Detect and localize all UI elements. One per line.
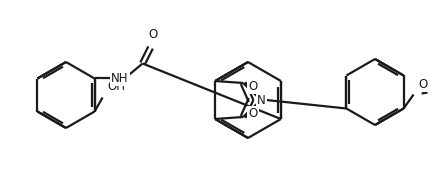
Text: O: O [419, 77, 428, 90]
Text: NH: NH [111, 72, 128, 85]
Text: O: O [248, 107, 258, 120]
Text: N: N [257, 93, 266, 106]
Text: OH: OH [108, 80, 126, 93]
Text: O: O [248, 80, 258, 93]
Text: O: O [148, 29, 157, 42]
